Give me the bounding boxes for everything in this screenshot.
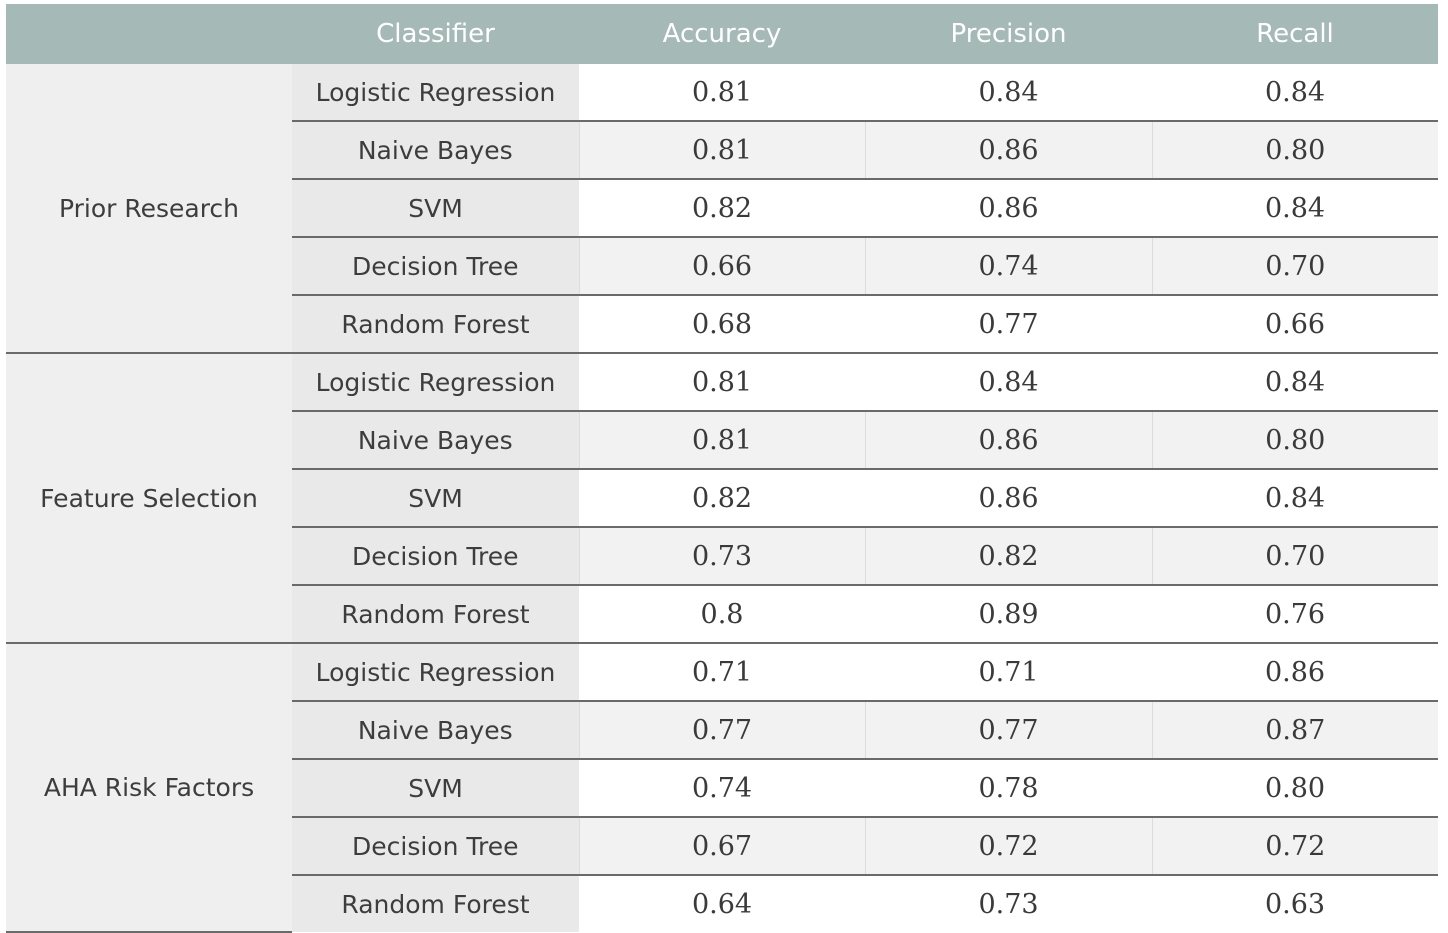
precision-cell: 0.72 <box>864 817 1152 876</box>
classifier-cell: SVM <box>292 759 579 818</box>
table-row: Random Forest 0.64 0.73 0.63 <box>6 875 1438 932</box>
precision-cell: 0.89 <box>865 585 1152 644</box>
accuracy-cell: 0.81 <box>578 411 865 470</box>
classifier-cell: Decision Tree <box>292 237 579 296</box>
precision-cell: 0.77 <box>864 701 1152 760</box>
recall-cell: 0.70 <box>1151 237 1438 296</box>
recall-cell: 0.80 <box>1152 759 1438 818</box>
recall-cell: 0.80 <box>1151 121 1438 180</box>
table-row: Naive Bayes 0.81 0.86 0.80 <box>6 411 1438 470</box>
accuracy-cell: 0.64 <box>691 888 753 920</box>
recall-cell: 0.84 <box>1152 179 1438 238</box>
classifier-cell: Random Forest <box>292 585 579 644</box>
classifier-cell: Logistic Regression <box>292 64 579 122</box>
accuracy-cell: 0.74 <box>579 759 865 818</box>
results-table: Classifier Accuracy Precision Recall Pri… <box>6 4 1438 933</box>
table-row: Random Forest 0.8 0.89 0.76 <box>6 585 1438 644</box>
precision-cell: 0.86 <box>865 469 1152 528</box>
accuracy-cell: 0.82 <box>579 179 865 238</box>
precision-cell: 0.74 <box>864 237 1152 296</box>
accuracy-cell: 0.67 <box>578 817 865 876</box>
classifier-cell: Random Forest <box>292 295 579 354</box>
recall-cell: 0.87 <box>1151 701 1438 760</box>
accuracy-cell: 0.77 <box>578 701 865 760</box>
header-accuracy: Accuracy <box>579 4 865 64</box>
group-label: Prior Research <box>6 64 292 354</box>
classifier-cell: SVM <box>292 469 579 528</box>
recall-cell: 0.86 <box>1152 643 1438 702</box>
precision-cell: 0.84 <box>865 353 1152 412</box>
table-row: Naive Bayes 0.77 0.77 0.87 <box>6 701 1438 760</box>
table-row: Feature Selection Logistic Regression 0.81… <box>6 353 1438 644</box>
classifier-cell: Logistic Regression <box>292 353 579 412</box>
precision-cell: 0.82 <box>864 527 1152 586</box>
precision-cell: 0.77 <box>865 295 1152 354</box>
accuracy-cell: 0.8 <box>579 585 865 644</box>
recall-cell: 0.72 <box>1151 817 1438 876</box>
accuracy-cell: 0.68 <box>579 295 865 354</box>
recall-cell: 0.84 <box>1152 469 1438 528</box>
classifier-cell: Naive Bayes <box>292 701 579 760</box>
accuracy-cell: 0.81 <box>578 121 865 180</box>
recall-cell: 0.63 <box>1264 888 1326 920</box>
header-classifier: Classifier <box>292 4 579 64</box>
precision-cell: 0.86 <box>864 411 1152 470</box>
accuracy-cell: 0.73 <box>578 527 865 586</box>
header-precision: Precision <box>865 4 1152 64</box>
header-recall: Recall <box>1152 4 1438 64</box>
classifier-cell: Decision Tree <box>292 527 579 586</box>
accuracy-cell: 0.82 <box>579 469 865 528</box>
table-row: Decision Tree 0.67 0.72 0.72 <box>6 817 1438 876</box>
accuracy-cell: 0.81 <box>579 64 865 122</box>
table-row: AHA Risk Factors Logistic Regression 0.71 0… <box>6 643 1438 933</box>
classifier-cell: Naive Bayes <box>292 411 579 470</box>
header-row: Classifier Accuracy Precision Recall <box>6 4 1438 64</box>
recall-cell: 0.84 <box>1152 64 1438 122</box>
accuracy-cell: 0.81 <box>579 353 865 412</box>
precision-cell: 0.84 <box>865 64 1152 122</box>
table-body: Prior Research Logistic Regression 0.81 0.8… <box>6 64 1438 933</box>
precision-cell: 0.78 <box>865 759 1152 818</box>
table-row: Random Forest 0.68 0.77 0.66 <box>6 295 1438 354</box>
table-row: SVM 0.82 0.86 0.84 <box>6 179 1438 238</box>
precision-cell: 0.73 <box>978 888 1039 920</box>
table-row: SVM 0.74 0.78 0.80 <box>6 759 1438 818</box>
recall-cell: 0.76 <box>1152 585 1438 644</box>
classifier-cell: Naive Bayes <box>292 121 579 180</box>
recall-cell: 0.66 <box>1152 295 1438 354</box>
table-row: SVM 0.82 0.86 0.84 <box>6 469 1438 528</box>
group-label: AHA Risk Factors <box>6 643 292 933</box>
recall-cell: 0.70 <box>1151 527 1438 586</box>
precision-cell: 0.86 <box>865 179 1152 238</box>
accuracy-cell: 0.71 <box>579 643 865 702</box>
classifier-cell: Decision Tree <box>292 817 579 876</box>
accuracy-cell: 0.66 <box>578 237 865 296</box>
table-row: Decision Tree 0.73 0.82 0.70 <box>6 527 1438 586</box>
recall-cell: 0.84 <box>1152 353 1438 412</box>
classifier-cell: Random Forest <box>292 875 579 932</box>
precision-cell: 0.71 <box>865 643 1152 702</box>
table-row: Decision Tree 0.66 0.74 0.70 <box>6 237 1438 296</box>
classifier-cell: SVM <box>292 179 579 238</box>
table-row: Naive Bayes 0.81 0.86 0.80 <box>6 121 1438 180</box>
classifier-cell: Logistic Regression <box>292 643 579 702</box>
recall-cell: 0.80 <box>1151 411 1438 470</box>
header-empty <box>6 4 292 64</box>
precision-cell: 0.86 <box>864 121 1152 180</box>
group-label: Feature Selection <box>6 353 292 644</box>
table-row: Prior Research Logistic Regression 0.81 0.8… <box>6 64 1438 354</box>
